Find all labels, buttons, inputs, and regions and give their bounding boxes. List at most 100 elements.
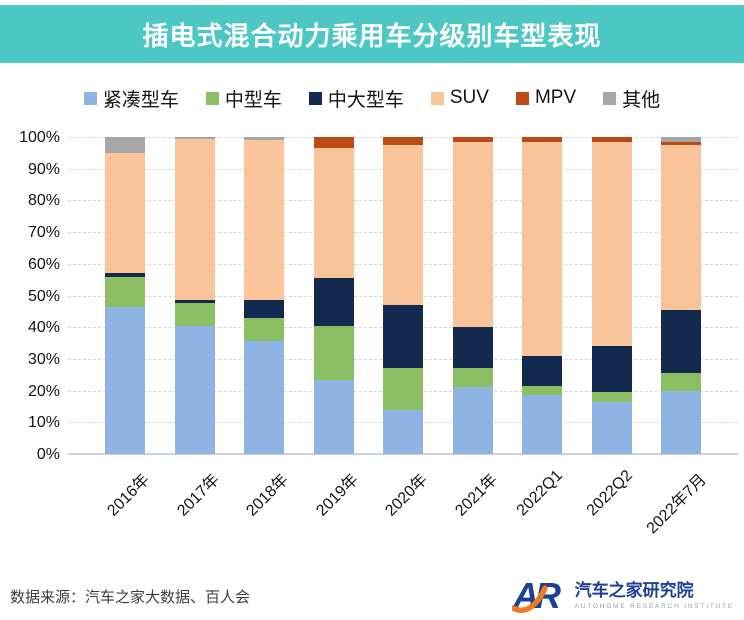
- page-title: 插电式混合动力乘用车分级别车型表现: [142, 20, 602, 51]
- bar-2019年: [313, 137, 354, 454]
- legend-swatch-icon: [83, 91, 97, 105]
- x-tick-2021年: 2021年: [452, 471, 501, 520]
- bar-segment-中型车: [105, 276, 145, 307]
- bar-segment-中型车: [383, 368, 423, 410]
- footer: 数据来源：汽车之家大数据、百人会 AR 汽车之家研究院 AUTOHOME RES…: [0, 572, 744, 620]
- bar-2016年: [105, 137, 145, 454]
- y-tick-20: 20%: [27, 382, 60, 400]
- y-tick-0: 0%: [36, 446, 60, 463]
- bar-segment-SUV: [591, 141, 632, 347]
- bar-segment-紧凑型车: [244, 341, 284, 454]
- y-tick-10: 10%: [27, 414, 60, 432]
- legend-label: 紧凑型车: [102, 89, 179, 111]
- y-tick-40: 40%: [27, 319, 60, 337]
- bar-segment-MPV: [313, 137, 354, 149]
- x-tick-2016年: 2016年: [104, 471, 154, 520]
- bar-segment-中型车: [661, 373, 701, 391]
- bar-segment-紧凑型车: [661, 390, 701, 454]
- bar-segment-中型车: [313, 325, 354, 380]
- bar-segment-SUV: [244, 140, 284, 301]
- x-tick-2022年7月: 2022年7月: [643, 471, 710, 538]
- bar-segment-紧凑型车: [105, 306, 145, 454]
- bar-2022Q2: [591, 137, 632, 454]
- bar-segment-中大型车: [452, 327, 493, 369]
- x-tick-2019年: 2019年: [313, 471, 362, 520]
- legend-item-MPV: MPV: [515, 87, 577, 109]
- stacked-bar-chart: 0% 10% 20% 30% 40% 50% 60% 70% 80% 90% 100% 2016年 2…: [0, 129, 744, 572]
- legend-item-中大型车: 中大型车: [308, 85, 404, 112]
- bar-segment-中大型车: [591, 346, 632, 393]
- legend-swatch-icon: [515, 91, 529, 105]
- x-axis-labels: 2016年 2017年 2018年 2019年 2020年 2021年 2022Q1 2022…: [68, 455, 738, 572]
- x-tick-2018年: 2018年: [243, 471, 293, 520]
- legend-item-其他: 其他: [603, 85, 660, 112]
- bar-segment-其他: [105, 137, 145, 153]
- legend-item-中型车: 中型车: [205, 85, 282, 112]
- logo-name: 汽车之家研究院: [574, 581, 694, 601]
- bar-segment-中大型车: [105, 273, 145, 277]
- y-tick-100: 100%: [19, 129, 60, 146]
- legend-swatch-icon: [430, 91, 444, 105]
- bar-segment-MPV: [591, 137, 632, 142]
- legend-swatch-icon: [308, 91, 322, 105]
- bar-segment-中型车: [244, 317, 284, 342]
- x-tick-2017年: 2017年: [174, 471, 223, 520]
- x-axis-baseline: [68, 453, 738, 455]
- bar-segment-MPV: [661, 141, 701, 145]
- bar-segment-紧凑型车: [591, 401, 632, 454]
- bar-segment-其他: [661, 137, 701, 142]
- x-tick-2022Q2: 2022Q2: [583, 467, 636, 520]
- data-source-text: 数据来源：汽车之家大数据、百人会: [10, 588, 251, 606]
- bar-segment-中型车: [591, 392, 632, 402]
- bar-2021年: [452, 137, 493, 454]
- bar-segment-其他: [244, 137, 284, 141]
- logo-text: 汽车之家研究院 AUTOHOME RESEARCH INSTITUTE: [574, 581, 734, 610]
- plot-area: [68, 137, 738, 455]
- bar-segment-紧凑型车: [174, 325, 215, 454]
- legend-label: MPV: [534, 87, 577, 108]
- y-tick-50: 50%: [27, 287, 60, 305]
- bar-segment-中型车: [174, 303, 215, 326]
- x-tick-2020年: 2020年: [382, 471, 432, 520]
- bar-segment-中大型车: [661, 309, 701, 374]
- bar-2022Q1: [522, 137, 562, 454]
- autohome-research-logo: AR 汽车之家研究院 AUTOHOME RESEARCH INSTITUTE: [511, 576, 734, 616]
- chart-legend: 紧凑型车 中型车 中大型车 SUV MPV 其他: [0, 84, 744, 112]
- bar-segment-中大型车: [244, 300, 284, 318]
- bar-segment-SUV: [313, 148, 354, 279]
- bar-segment-中大型车: [174, 300, 215, 304]
- bar-segment-SUV: [383, 144, 423, 306]
- bar-segment-其他: [174, 137, 215, 139]
- y-tick-70: 70%: [27, 224, 60, 242]
- bar-segment-SUV: [661, 144, 701, 310]
- y-tick-90: 90%: [27, 160, 60, 178]
- bar-segment-中大型车: [383, 305, 423, 369]
- logo-subtitle: AUTOHOME RESEARCH INSTITUTE: [574, 602, 734, 610]
- bar-segment-中大型车: [313, 278, 354, 326]
- y-axis: 0% 10% 20% 30% 40% 50% 60% 70% 80% 90% 100%: [0, 129, 60, 463]
- ar-monogram-icon: AR: [511, 576, 565, 616]
- bar-segment-SUV: [174, 138, 215, 301]
- legend-label: 其他: [622, 89, 661, 111]
- bar-2018年: [244, 137, 284, 454]
- y-tick-60: 60%: [27, 255, 60, 273]
- bar-segment-MPV: [452, 137, 493, 142]
- legend-label: 中大型车: [327, 89, 404, 111]
- bar-segment-SUV: [522, 141, 562, 356]
- bar-segment-紧凑型车: [383, 409, 423, 454]
- bar-segment-紧凑型车: [313, 379, 354, 454]
- bar-2020年: [383, 137, 423, 454]
- legend-label: 中型车: [224, 89, 282, 111]
- chart-title-bar: 插电式混合动力乘用车分级别车型表现: [0, 5, 744, 63]
- bar-segment-中大型车: [522, 355, 562, 386]
- x-tick-2022Q1: 2022Q1: [513, 467, 567, 520]
- bar-segment-SUV: [452, 141, 493, 328]
- bar-segment-紧凑型车: [452, 387, 493, 454]
- bar-segment-SUV: [105, 152, 145, 274]
- legend-item-SUV: SUV: [430, 87, 489, 109]
- bar-segment-中型车: [522, 385, 562, 396]
- y-tick-80: 80%: [27, 192, 60, 210]
- legend-label: SUV: [449, 87, 489, 108]
- y-tick-30: 30%: [27, 350, 60, 368]
- bar-2022年7月: [661, 137, 701, 454]
